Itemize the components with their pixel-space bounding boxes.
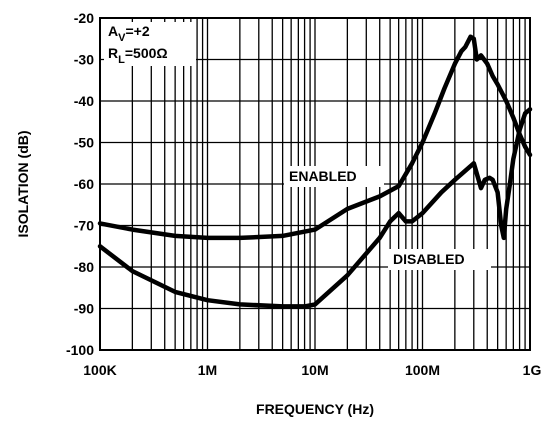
series-line-disabled [97,107,533,309]
x-tick-label: 1M [198,362,217,378]
series-line-enabled [97,34,533,241]
y-tick-label: -40 [74,93,94,109]
y-tick-label: -80 [74,259,94,275]
y-axis-label: ISOLATION (dB) [15,130,31,237]
x-tick-label: 100K [83,362,116,378]
y-tick-label: -90 [74,301,94,317]
y-tick-label: -70 [74,218,94,234]
series-label-enabled: ENABLED [289,168,357,184]
y-tick-label: -50 [74,135,94,151]
y-tick-label: -60 [74,176,94,192]
y-tick-label: -20 [74,10,94,26]
annotation-gain: AV=+2 [108,23,150,44]
x-axis-label: FREQUENCY (Hz) [256,401,374,417]
x-tick-label: 10M [301,362,328,378]
annotation-background [104,22,196,66]
disabled-label-background [388,249,491,270]
series-layer [97,34,533,309]
x-tick-label: 1G [523,362,542,378]
y-tick-label: -100 [66,342,94,358]
x-tick-label: 100M [405,362,440,378]
annotation-load: RL=500Ω [108,45,168,66]
y-tick-label: -30 [74,52,94,68]
tick-labels: -20 -30 -40 -50 -60 -70 -80 -90 -100 100K 1M 10M 100… [66,10,541,378]
plot-frame [99,17,531,351]
enabled-label-background [284,166,384,187]
series-label-disabled: DISABLED [393,251,465,267]
